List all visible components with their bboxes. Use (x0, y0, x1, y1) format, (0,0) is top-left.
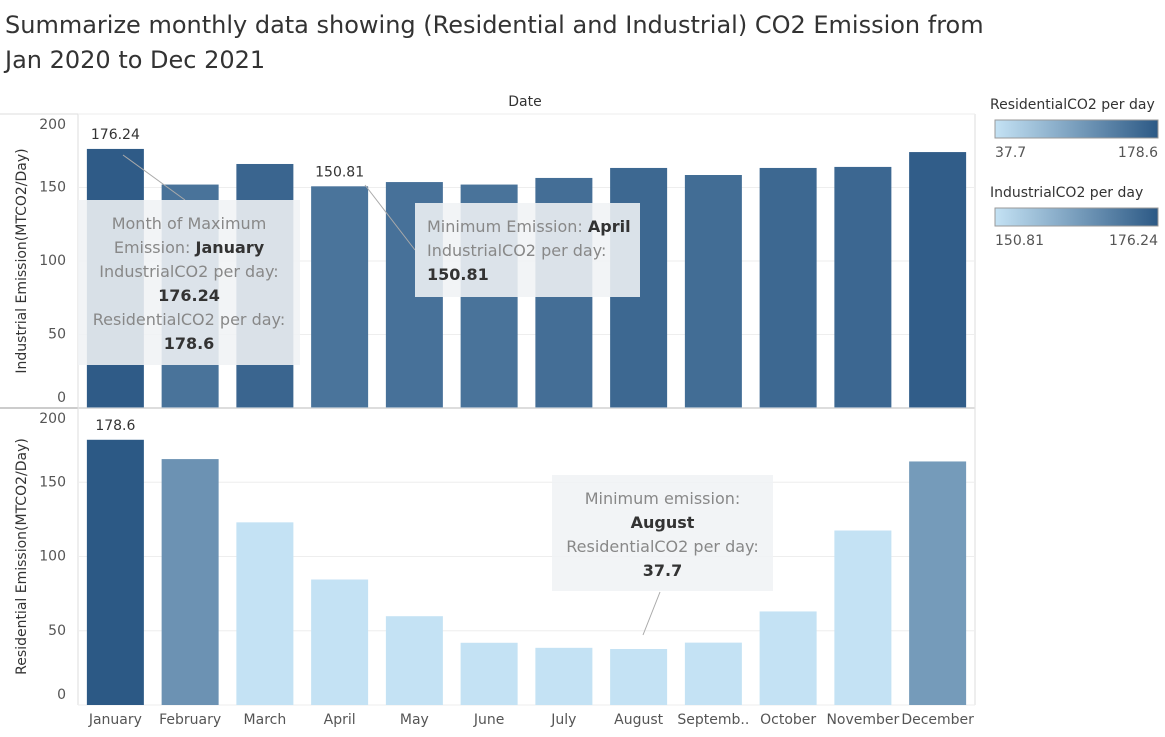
bar (610, 649, 668, 705)
y-tick-label: 100 (39, 253, 66, 269)
annotation-text: 178.6 (164, 334, 215, 353)
bar (385, 616, 443, 705)
x-tick-label: June (473, 712, 505, 728)
bar (834, 166, 892, 408)
bar (161, 459, 219, 705)
annotation-pointer (364, 184, 416, 251)
bar (684, 642, 742, 705)
annotation-segment: IndustrialCO2 per day: (99, 262, 278, 281)
annotation-segment: 178.6 (164, 334, 215, 353)
y-tick-label: 100 (39, 549, 66, 565)
bar (236, 522, 294, 705)
bar (311, 186, 369, 408)
bar (86, 439, 144, 705)
title: Jan 2020 to Dec 2021 (3, 46, 265, 74)
title: Summarize monthly data showing (Resident… (5, 11, 984, 39)
x-tick-label: May (400, 712, 429, 728)
annotation-text: Minimum emission: (585, 489, 741, 508)
annotation-text: ResidentialCO2 per day: (93, 310, 285, 329)
y-axis-label: Residential Emission(MTCO2/Day) (14, 438, 30, 675)
legend-title: ResidentialCO2 per day (990, 97, 1155, 113)
annotation-text: 37.7 (643, 561, 682, 580)
legend-label: 37.7 (995, 145, 1026, 161)
legend-label: 150.81 (995, 233, 1044, 249)
annotation-text: 150.81 (427, 265, 489, 284)
x-tick-label: July (550, 712, 576, 728)
bar (759, 167, 817, 408)
y-axis-label: Industrial Emission(MTCO2/Day) (14, 148, 30, 373)
annotation-text: ResidentialCO2 per day: (566, 537, 758, 556)
annotation-segment: Minimum Emission: (427, 217, 588, 236)
annotation-text: Minimum Emission: April (427, 217, 631, 236)
y-tick-label: 150 (39, 474, 66, 490)
y-tick-label: 0 (57, 390, 66, 406)
annotation-segment: Minimum emission: (585, 489, 741, 508)
annotation-segment: Emission: (114, 238, 196, 257)
annotation-text: IndustrialCO2 per day: (99, 262, 278, 281)
legend-gradient (994, 119, 1159, 139)
annotation-segment: January (195, 238, 265, 257)
annotation-box (78, 200, 300, 365)
annotation-segment: 37.7 (643, 561, 682, 580)
legend-label: 176.24 (1109, 233, 1158, 249)
annotation-text: 176.24 (158, 286, 220, 305)
annotation-segment: IndustrialCO2 per day: (427, 241, 606, 260)
annotation-segment: ResidentialCO2 per day: (566, 537, 758, 556)
value-label: 178.6 (95, 418, 135, 434)
y-tick-label: 200 (39, 117, 66, 133)
y-tick-label: 200 (39, 411, 66, 427)
y-tick-label: 50 (48, 327, 66, 343)
annotation-segment: 176.24 (158, 286, 220, 305)
bar (759, 611, 817, 705)
x-tick-label: February (159, 712, 221, 728)
x-tick-label: November (826, 712, 899, 728)
legend-title: IndustrialCO2 per day (990, 185, 1143, 201)
legend-gradient (994, 207, 1159, 227)
x-tick-label: April (324, 712, 356, 728)
annotation-text: Emission: January (114, 238, 265, 257)
x-tick-label: March (244, 712, 287, 728)
annotation-text: Month of Maximum (112, 214, 267, 233)
header: Date (508, 94, 541, 110)
x-tick-label: January (88, 712, 142, 728)
annotation-text: August (631, 513, 695, 532)
annotation-box (552, 475, 773, 591)
annotation-box (415, 203, 640, 297)
legend-label: 178.6 (1118, 145, 1158, 161)
bar (909, 461, 967, 705)
x-tick-label: October (760, 712, 816, 728)
annotation-pointer (122, 154, 186, 201)
bar (909, 152, 967, 408)
annotation-segment: August (631, 513, 695, 532)
bar (311, 579, 369, 705)
bar (535, 647, 593, 705)
annotation-pointer (642, 591, 661, 636)
value-label: 176.24 (91, 127, 140, 143)
annotation-segment: Month of Maximum (112, 214, 267, 233)
bar (834, 530, 892, 705)
annotation-segment: 150.81 (427, 265, 489, 284)
x-tick-label: Septemb.. (677, 712, 749, 728)
annotation-segment: ResidentialCO2 per day: (93, 310, 285, 329)
bar (460, 642, 518, 705)
y-tick-label: 150 (39, 180, 66, 196)
y-tick-label: 0 (57, 687, 66, 703)
y-tick-label: 50 (48, 623, 66, 639)
x-tick-label: December (901, 712, 974, 728)
bar (684, 175, 742, 408)
value-label: 150.81 (315, 164, 364, 180)
annotation-segment: April (588, 217, 631, 236)
annotation-text: IndustrialCO2 per day: (427, 241, 606, 260)
x-tick-label: August (614, 712, 664, 728)
